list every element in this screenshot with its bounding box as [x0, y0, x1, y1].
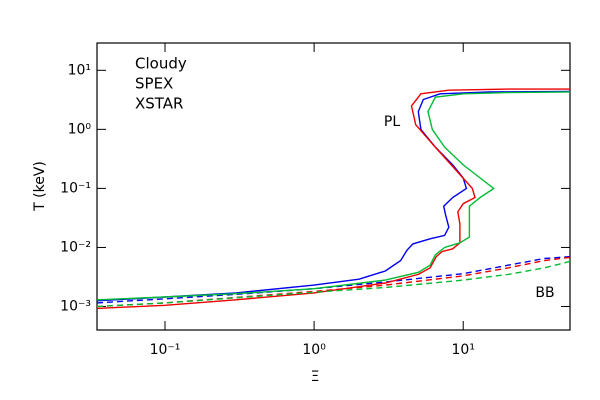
plot-frame: [96, 42, 571, 331]
legend-label: SPEX: [135, 75, 173, 93]
series-line: [96, 255, 571, 304]
series-line: [96, 88, 570, 310]
legend-label: Cloudy: [135, 55, 187, 73]
y-tick-label: 10⁰: [68, 121, 92, 137]
y-tick-label: 10⁻³: [60, 299, 91, 315]
y-tick-label: 10⁻¹: [60, 180, 91, 196]
series-line: [96, 260, 571, 308]
series-line: [96, 91, 571, 301]
annotation: BB: [535, 285, 554, 301]
x-tick-label: 10¹: [452, 342, 475, 358]
series-line: [96, 90, 571, 302]
annotation: PL: [384, 114, 400, 130]
x-tick-label: 10⁻¹: [150, 342, 181, 358]
y-axis-label: T (keV): [32, 161, 48, 212]
x-axis-label: Ξ: [311, 369, 320, 385]
legend-label: XSTAR: [135, 95, 183, 113]
y-tick-label: 10¹: [68, 62, 91, 78]
y-tick-label: 10⁻²: [60, 239, 91, 255]
x-tick-label: 10⁰: [302, 342, 326, 358]
